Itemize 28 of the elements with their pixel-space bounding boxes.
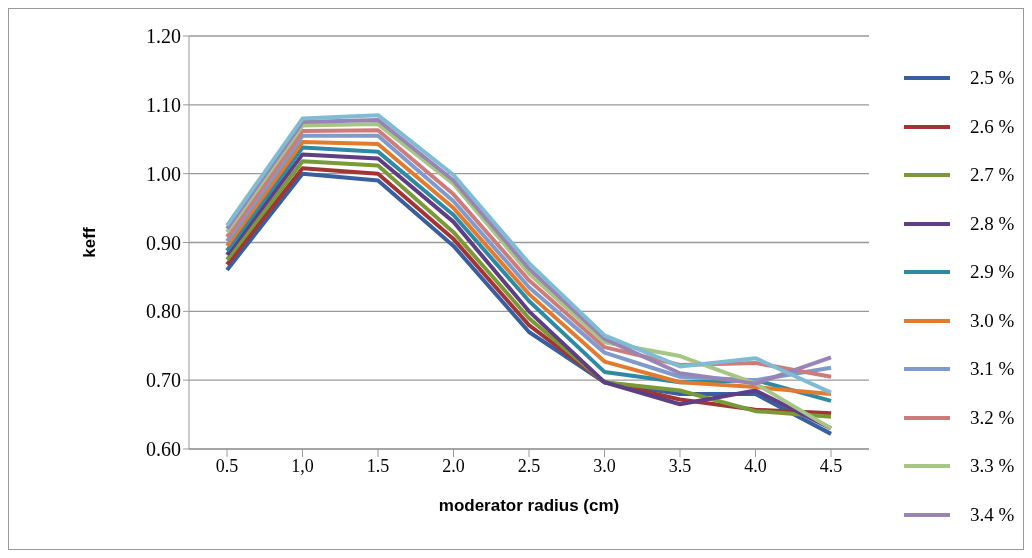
y-axis-title: keff <box>80 227 100 258</box>
y-tick-label: 0.60 <box>146 438 181 461</box>
y-tick-label: 1.10 <box>146 93 181 116</box>
legend-label: 2.8 % <box>970 212 1015 235</box>
x-axis-title: moderator radius (cm) <box>438 496 620 515</box>
legend-label: 2.5 % <box>970 67 1015 90</box>
y-tick-label: 0.70 <box>146 369 181 392</box>
x-tick-label: 3.0 <box>593 455 616 476</box>
legend-label: 3.1 % <box>970 358 1015 381</box>
x-tick-label: 3.5 <box>668 455 692 476</box>
x-tick-label: 1,0 <box>291 455 314 476</box>
y-tick-label: 0.90 <box>146 231 181 254</box>
x-tick-label: 2.5 <box>517 455 541 476</box>
legend-label: 2.7 % <box>970 164 1015 187</box>
legend-label: 3.0 % <box>970 309 1015 332</box>
x-tick-label: 0.5 <box>215 455 239 476</box>
legend-label: 3.3 % <box>970 455 1015 478</box>
y-tick-label: 0.80 <box>146 300 181 323</box>
x-tick-label: 4.0 <box>744 455 767 476</box>
legend-label: 2.6 % <box>970 115 1015 138</box>
legend-label: 2.9 % <box>970 261 1015 284</box>
x-tick-label: 1.5 <box>366 455 390 476</box>
x-tick-label: 2.0 <box>442 455 465 476</box>
y-tick-label: 1.20 <box>146 25 181 48</box>
x-tick-label: 4.5 <box>819 455 843 476</box>
y-tick-label: 1.00 <box>146 162 181 185</box>
legend-label: 3.2 % <box>970 406 1015 429</box>
legend-label: 3.4 % <box>970 503 1015 526</box>
